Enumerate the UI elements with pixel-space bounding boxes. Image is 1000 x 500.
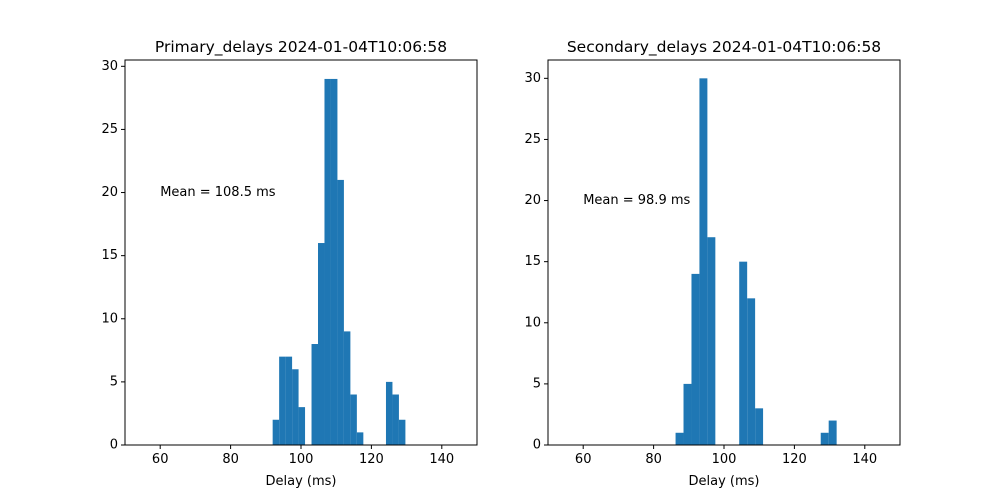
histogram-bar: [683, 383, 692, 445]
y-tick-label: 15: [101, 248, 118, 263]
x-tick-label: 80: [222, 452, 239, 467]
y-tick-label: 25: [524, 132, 541, 147]
y-tick-label: 0: [533, 438, 541, 453]
histogram-bar: [272, 419, 280, 445]
x-tick-label: 80: [645, 452, 662, 467]
y-tick-label: 10: [524, 315, 541, 330]
histogram-bar: [343, 331, 351, 445]
histogram-bar: [747, 298, 756, 445]
x-tick-label: 100: [289, 452, 314, 467]
chart-title: Primary_delays 2024-01-04T10:06:58: [155, 38, 447, 57]
histogram-bar: [699, 78, 708, 445]
histogram-bar: [385, 381, 393, 445]
y-ticks: 0 5 10 15 20 25 30: [101, 59, 125, 453]
histogram-bar: [828, 420, 837, 445]
y-tick-label: 25: [101, 122, 118, 137]
histogram-bar: [330, 78, 338, 446]
histogram-bar: [739, 261, 748, 445]
x-axis-label: Delay (ms): [689, 474, 760, 489]
histogram-bar: [691, 273, 700, 445]
x-tick-label: 140: [852, 452, 877, 467]
histogram-bar: [285, 356, 293, 445]
chart-title: Secondary_delays 2024-01-04T10:06:58: [567, 38, 881, 57]
x-ticks: 60 80 100 120 140: [575, 445, 877, 467]
histogram-bar: [398, 419, 406, 445]
y-tick-label: 5: [533, 376, 541, 391]
y-tick-label: 0: [110, 438, 118, 453]
y-tick-label: 15: [524, 254, 541, 269]
x-tick-label: 100: [712, 452, 737, 467]
x-ticks: 60 80 100 120 140: [152, 445, 454, 467]
x-tick-label: 120: [359, 452, 384, 467]
x-tick-label: 60: [152, 452, 169, 467]
histogram-bar: [820, 432, 829, 445]
subplot-secondary: Secondary_delays 2024-01-04T10:06:58 Mea…: [524, 38, 901, 489]
y-tick-label: 10: [101, 311, 118, 326]
histogram-bar: [392, 394, 399, 445]
y-tick-label: 30: [101, 59, 118, 74]
mean-annotation: Mean = 98.9 ms: [583, 193, 690, 208]
x-tick-label: 140: [429, 452, 454, 467]
histogram-bar: [279, 356, 286, 445]
y-tick-label: 20: [524, 193, 541, 208]
bars: [675, 78, 837, 445]
histogram-bar: [311, 344, 319, 445]
x-tick-label: 120: [782, 452, 807, 467]
histogram-bar: [350, 394, 357, 445]
histogram-bar: [707, 237, 716, 445]
y-ticks: 0 5 10 15 20 25 30: [524, 71, 548, 453]
histogram-bar: [356, 432, 364, 445]
y-tick-label: 30: [524, 71, 541, 86]
histogram-bar: [298, 407, 306, 445]
histogram-bar: [337, 179, 344, 445]
bars: [272, 78, 406, 446]
y-tick-label: 20: [101, 185, 118, 200]
histogram-bar: [318, 243, 325, 445]
mean-annotation: Mean = 108.5 ms: [160, 185, 276, 200]
x-tick-label: 60: [575, 452, 592, 467]
histogram-bar: [755, 408, 764, 445]
axes-frame: [124, 59, 478, 446]
histogram-bar: [675, 432, 684, 445]
x-axis-label: Delay (ms): [266, 474, 337, 489]
histogram-bar: [324, 78, 331, 446]
axes-frame: [547, 59, 901, 446]
histogram-bar: [292, 369, 299, 445]
y-tick-label: 5: [110, 374, 118, 389]
subplot-primary: Primary_delays 2024-01-04T10:06:58 Mean …: [101, 38, 478, 489]
